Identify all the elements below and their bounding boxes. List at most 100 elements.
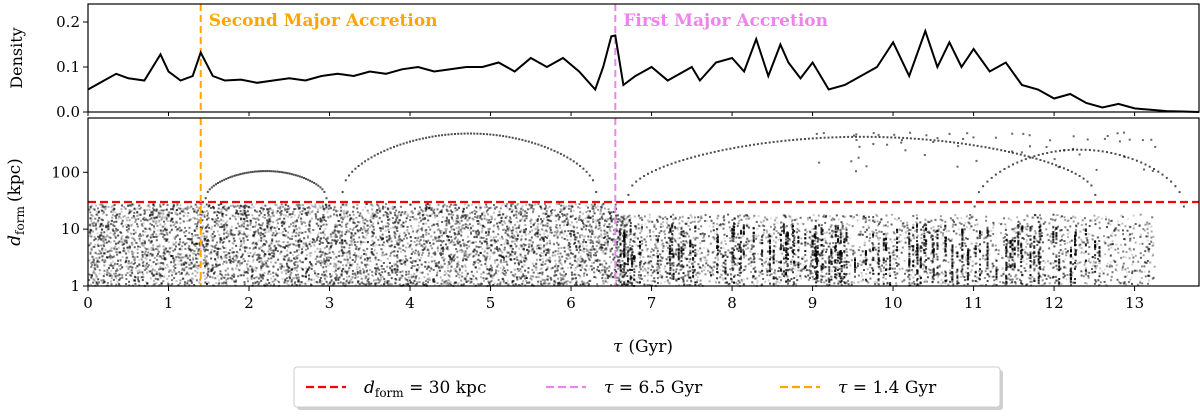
formation-point bbox=[395, 220, 398, 223]
formation-point bbox=[433, 214, 436, 216]
formation-point bbox=[202, 262, 205, 265]
formation-point bbox=[149, 213, 152, 216]
formation-point bbox=[548, 256, 551, 259]
formation-point bbox=[362, 219, 365, 222]
formation-point bbox=[411, 215, 414, 218]
formation-point bbox=[607, 208, 610, 211]
formation-point bbox=[451, 257, 454, 260]
formation-point bbox=[547, 251, 550, 254]
formation-point bbox=[298, 281, 301, 284]
formation-point bbox=[339, 206, 342, 209]
formation-point bbox=[123, 243, 126, 245]
formation-point bbox=[598, 222, 601, 225]
formation-point bbox=[367, 228, 370, 230]
formation-point bbox=[200, 203, 203, 206]
formation-point bbox=[242, 233, 245, 236]
formation-point bbox=[178, 256, 181, 259]
formation-point bbox=[122, 215, 125, 218]
formation-point bbox=[601, 269, 603, 272]
formation-point bbox=[262, 243, 265, 245]
formation-point bbox=[341, 271, 344, 274]
formation-point bbox=[521, 246, 524, 249]
formation-point bbox=[186, 257, 189, 260]
formation-point bbox=[153, 230, 156, 233]
formation-point bbox=[317, 209, 319, 212]
formation-point bbox=[393, 264, 396, 267]
formation-point bbox=[543, 207, 546, 210]
formation-point bbox=[325, 220, 327, 222]
formation-point bbox=[506, 279, 509, 282]
formation-point bbox=[411, 267, 414, 270]
formation-point bbox=[444, 232, 447, 235]
formation-point bbox=[117, 246, 120, 249]
formation-point bbox=[452, 255, 455, 257]
formation-point bbox=[222, 247, 225, 249]
formation-point bbox=[90, 220, 93, 223]
formation-point bbox=[601, 217, 604, 220]
formation-point bbox=[164, 208, 167, 211]
formation-point bbox=[285, 234, 288, 237]
formation-point bbox=[272, 226, 275, 229]
formation-point bbox=[283, 246, 286, 249]
formation-point bbox=[396, 270, 399, 273]
formation-point bbox=[201, 211, 204, 214]
formation-point bbox=[536, 247, 539, 250]
formation-point bbox=[231, 233, 234, 236]
formation-point bbox=[162, 254, 165, 257]
formation-point bbox=[202, 245, 205, 248]
formation-point bbox=[508, 208, 511, 211]
formation-point bbox=[136, 265, 139, 268]
formation-point bbox=[263, 238, 266, 241]
formation-point bbox=[231, 268, 234, 271]
formation-point bbox=[427, 226, 430, 228]
formation-point bbox=[601, 263, 604, 266]
formation-point bbox=[605, 242, 608, 244]
formation-point bbox=[415, 270, 418, 273]
formation-point bbox=[112, 211, 115, 214]
formation-point bbox=[235, 205, 238, 208]
formation-point bbox=[491, 244, 494, 247]
formation-point bbox=[550, 231, 553, 234]
formation-point bbox=[486, 244, 488, 247]
formation-point bbox=[262, 274, 265, 277]
formation-point bbox=[446, 246, 449, 249]
formation-point bbox=[263, 271, 266, 274]
formation-point bbox=[243, 240, 246, 243]
formation-point bbox=[146, 219, 149, 222]
formation-point bbox=[206, 239, 208, 242]
formation-point bbox=[114, 235, 117, 238]
formation-point bbox=[284, 245, 286, 248]
formation-point bbox=[476, 283, 479, 285]
formation-point bbox=[248, 206, 251, 209]
formation-point bbox=[517, 234, 520, 237]
formation-point bbox=[117, 251, 120, 254]
formation-point bbox=[604, 269, 607, 272]
formation-point bbox=[567, 207, 570, 210]
formation-point bbox=[300, 281, 303, 284]
formation-point bbox=[615, 214, 618, 217]
formation-point bbox=[175, 258, 178, 261]
formation-point bbox=[374, 271, 377, 274]
formation-point bbox=[323, 216, 326, 219]
formation-point bbox=[183, 263, 185, 266]
formation-point bbox=[598, 224, 601, 227]
formation-point bbox=[570, 252, 573, 255]
formation-point bbox=[162, 245, 165, 248]
formation-point bbox=[542, 263, 545, 266]
formation-point bbox=[514, 205, 517, 208]
formation-point bbox=[359, 269, 362, 272]
formation-point bbox=[223, 240, 226, 243]
formation-point bbox=[270, 242, 273, 245]
formation-point bbox=[215, 244, 218, 247]
formation-point bbox=[416, 258, 419, 260]
formation-point bbox=[117, 274, 120, 277]
formation-point bbox=[595, 254, 597, 257]
formation-point bbox=[129, 273, 132, 276]
formation-point bbox=[567, 244, 570, 247]
formation-point bbox=[460, 219, 463, 222]
formation-point bbox=[297, 216, 300, 219]
formation-point bbox=[546, 237, 548, 239]
formation-point bbox=[249, 221, 252, 224]
formation-point bbox=[109, 275, 112, 277]
formation-point bbox=[121, 274, 124, 277]
